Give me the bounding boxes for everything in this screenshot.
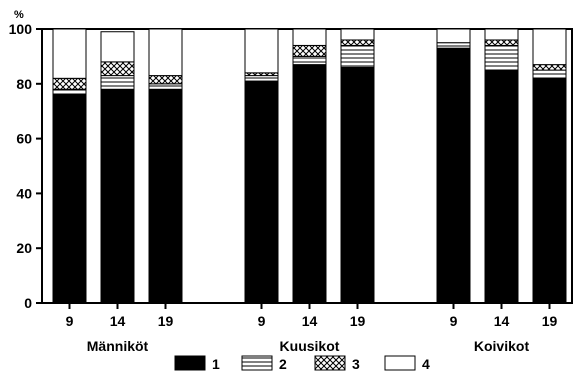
x-tick-label: 14 (302, 313, 318, 329)
x-tick-label: 9 (450, 313, 458, 329)
bar-segment-1 (149, 89, 182, 303)
bars (53, 29, 566, 303)
group-label: Männiköt (87, 338, 149, 354)
x-tick-label: 19 (350, 313, 366, 329)
legend-swatch-2 (242, 356, 272, 370)
bar-segment-4 (149, 29, 182, 76)
y-tick-label: 40 (16, 185, 32, 201)
bar-segment-2 (437, 43, 470, 48)
bar-segment-3 (293, 45, 326, 56)
legend-swatch-1 (175, 356, 205, 370)
x-tick-label: 9 (66, 313, 74, 329)
bar-segment-2 (485, 45, 518, 70)
bar-segment-3 (53, 78, 86, 89)
bar-segment-4 (437, 29, 470, 43)
bar-segment-4 (533, 29, 566, 65)
bar-segment-1 (293, 65, 326, 303)
y-tick-label: 80 (16, 76, 32, 92)
x-tick-label: 14 (110, 313, 126, 329)
bar-segment-4 (53, 29, 86, 78)
x-tick-label: 19 (158, 313, 174, 329)
bar-segment-3 (533, 65, 566, 70)
bar-segment-2 (101, 76, 134, 90)
bar-segment-4 (293, 29, 326, 45)
bar-segment-2 (533, 70, 566, 78)
group-label: Koivikot (474, 338, 530, 354)
bar-segment-3 (485, 40, 518, 45)
legend-label: 1 (212, 356, 220, 372)
bar-segment-1 (53, 95, 86, 303)
bar-segment-1 (533, 78, 566, 303)
legend-label: 3 (352, 356, 360, 372)
bar-segment-3 (149, 76, 182, 84)
x-tick-label: 9 (258, 313, 266, 329)
group-label: Kuusikot (280, 338, 340, 354)
bar-segment-1 (437, 48, 470, 303)
legend: 1 2 3 4 (175, 356, 430, 372)
bar-segment-1 (245, 81, 278, 303)
x-tick-label: 14 (494, 313, 510, 329)
x-tick-label: 19 (542, 313, 558, 329)
bar-segment-3 (341, 40, 374, 45)
y-tick-label: 100 (9, 21, 33, 37)
bar-segment-1 (341, 67, 374, 303)
bar-segment-2 (53, 89, 86, 94)
bar-segment-4 (245, 29, 278, 73)
bar-segment-2 (341, 45, 374, 67)
legend-label: 4 (422, 356, 430, 372)
bar-segment-4 (485, 29, 518, 40)
y-unit-label: % (14, 9, 24, 21)
legend-swatch-3 (315, 356, 345, 370)
bar-segment-1 (101, 89, 134, 303)
legend-swatch-4 (385, 356, 415, 370)
bar-segment-4 (101, 32, 134, 62)
bar-segment-2 (149, 84, 182, 89)
bar-segment-2 (293, 56, 326, 64)
y-tick-label: 0 (24, 295, 32, 311)
bar-segment-4 (341, 29, 374, 40)
legend-label: 2 (279, 356, 287, 372)
bar-segment-2 (245, 76, 278, 81)
bar-segment-1 (485, 70, 518, 303)
bar-segment-3 (101, 62, 134, 76)
y-tick-label: 60 (16, 131, 32, 147)
y-tick-label: 20 (16, 240, 32, 256)
